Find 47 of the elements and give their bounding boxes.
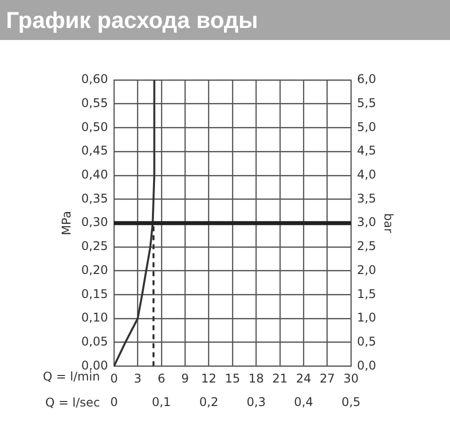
y2-tick-label: 4,0 bbox=[357, 168, 376, 182]
y2-tick-label: 2,0 bbox=[357, 262, 376, 277]
y2-tick-label: 6,0 bbox=[357, 72, 376, 86]
x2-tick-label: 0,3 bbox=[246, 394, 266, 409]
y-tick-label: 0,40 bbox=[81, 168, 108, 182]
x-tick-label: 9 bbox=[181, 372, 189, 386]
y-tick-label: 0,45 bbox=[81, 144, 108, 158]
x-tick-label: 18 bbox=[248, 372, 264, 386]
y-tick-label: 0,30 bbox=[81, 215, 108, 230]
x-tick-label: 27 bbox=[320, 372, 335, 386]
y2-tick-label: 5,0 bbox=[357, 120, 376, 134]
x-tick-label: 6 bbox=[158, 372, 166, 386]
y2-tick-label: 0,0 bbox=[357, 358, 376, 372]
x-tick-label: 3 bbox=[134, 372, 142, 386]
x-tick-label: 30 bbox=[343, 372, 359, 386]
y2-tick-label: 5,5 bbox=[357, 96, 376, 110]
chart-title: График расхода воды bbox=[0, 0, 450, 40]
x2-axis-title: Q = l/sec bbox=[45, 396, 100, 410]
y-tick-label: 0,05 bbox=[81, 334, 108, 348]
y-tick-label: 0,25 bbox=[81, 239, 108, 254]
y2-axis-title: bar bbox=[382, 213, 396, 234]
x2-tick-label: 0,1 bbox=[152, 394, 171, 409]
y2-tick-label: 1,0 bbox=[357, 310, 376, 325]
y2-tick-label: 4,5 bbox=[357, 144, 376, 158]
y2-tick-label: 1,5 bbox=[357, 286, 376, 301]
x-tick-label: 12 bbox=[201, 372, 216, 386]
x2-tick-label: 0,2 bbox=[199, 394, 218, 409]
x-tick-label: 24 bbox=[296, 372, 312, 386]
x-tick-label: 21 bbox=[272, 372, 288, 386]
y-tick-label: 0,50 bbox=[81, 120, 108, 134]
y2-tick-label: 0,5 bbox=[357, 334, 376, 348]
x2-tick-label: 0 bbox=[110, 394, 118, 409]
y2-tick-label: 3,0 bbox=[357, 215, 376, 230]
y-tick-label: 0,55 bbox=[81, 96, 108, 110]
x2-tick-label: 0,4 bbox=[294, 394, 314, 409]
y-tick-label: 0,10 bbox=[81, 310, 108, 325]
y-tick-label: 0,15 bbox=[81, 286, 108, 301]
y2-tick-label: 3,5 bbox=[357, 191, 376, 206]
x-tick-label: 15 bbox=[224, 372, 240, 386]
y-tick-label: 0,20 bbox=[81, 262, 108, 277]
x-tick-label: 0 bbox=[110, 372, 118, 386]
x2-tick-label: 0,5 bbox=[341, 394, 361, 409]
y-axis-title: MPa bbox=[59, 210, 74, 236]
y2-tick-label: 2,5 bbox=[357, 239, 376, 254]
y-tick-label: 0,35 bbox=[81, 191, 108, 206]
y-tick-label: 0,60 bbox=[81, 72, 108, 86]
y-tick-label: 0,00 bbox=[81, 358, 108, 372]
